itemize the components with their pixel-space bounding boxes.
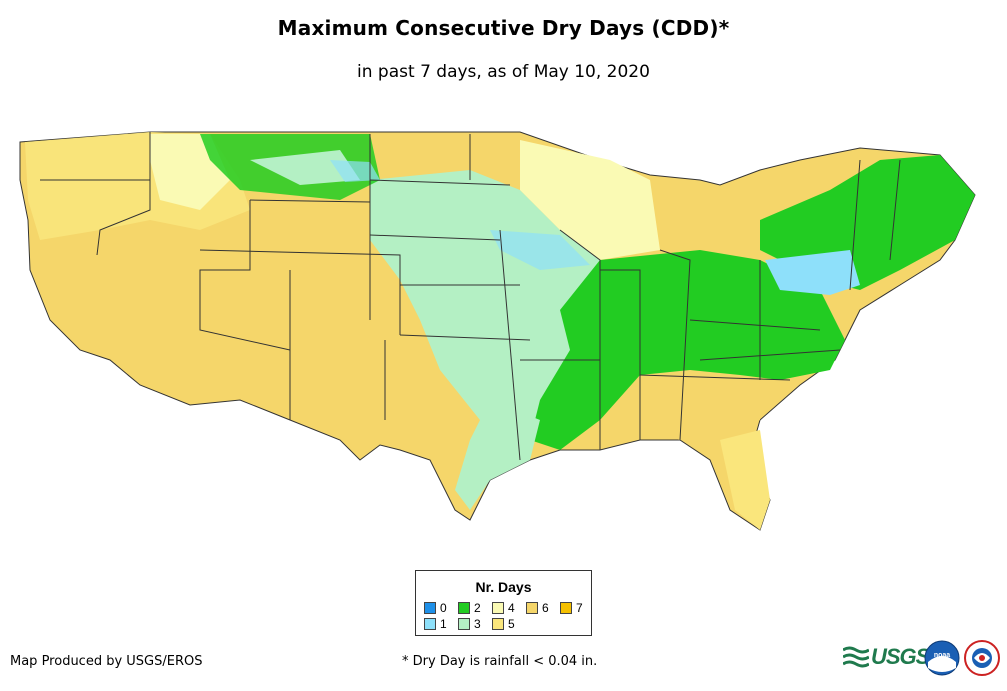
legend-swatch	[492, 602, 504, 614]
region-montana-light	[250, 150, 360, 185]
legend-label: 0	[440, 601, 447, 615]
region-upper-midwest	[520, 140, 660, 260]
legend-item-2: 2	[458, 601, 481, 615]
region-florida	[720, 430, 770, 530]
cdd-map	[19, 131, 976, 531]
legend-item-0: 0	[424, 601, 447, 615]
usgs-wordmark: USGS	[871, 644, 930, 669]
map-credit: Map Produced by USGS/EROS	[10, 654, 203, 669]
legend-item-6: 6	[526, 601, 549, 615]
state-borders	[40, 132, 901, 461]
usgs-wave-icon	[843, 646, 869, 668]
legend-swatch	[424, 618, 436, 630]
legend-swatch	[492, 618, 504, 630]
legend-label: 2	[474, 601, 481, 615]
legend-label: 5	[508, 617, 515, 631]
legend-label: 6	[542, 601, 549, 615]
legend-swatch	[526, 602, 538, 614]
map-title: Maximum Consecutive Dry Days (CDD)*	[277, 16, 730, 40]
region-southeast-2	[530, 250, 845, 450]
legend-item-7: 7	[560, 601, 583, 615]
region-pennsylvania-1	[765, 250, 860, 295]
legend-swatch	[458, 602, 470, 614]
legend-swatch	[458, 618, 470, 630]
dry-day-footnote: * Dry Day is rainfall < 0.04 in.	[402, 654, 598, 669]
legend-label: 7	[576, 601, 583, 615]
region-texas-coast	[455, 400, 540, 510]
legend-swatch	[424, 602, 436, 614]
legend-label: 3	[474, 617, 481, 631]
noaa-logo-icon: noaa	[924, 640, 960, 676]
legend-item-4: 4	[492, 601, 515, 615]
usgs-logo: USGS	[843, 642, 930, 672]
noaa-logo-text: noaa	[934, 652, 950, 659]
map-subtitle: in past 7 days, as of May 10, 2020	[357, 62, 650, 82]
region-georgia-dry	[640, 375, 760, 440]
legend-item-1: 1	[424, 617, 447, 631]
nws-logo-icon	[964, 640, 1000, 676]
legend: Nr. Days 0 1 2 3 4 5 6 7	[415, 570, 592, 636]
legend-item-5: 5	[492, 617, 515, 631]
region-nebraska-1	[490, 230, 590, 270]
region-dakota-1	[330, 160, 380, 182]
legend-item-3: 3	[458, 617, 481, 631]
legend-swatch	[560, 602, 572, 614]
legend-label: 1	[440, 617, 447, 631]
legend-title: Nr. Days	[475, 579, 532, 595]
legend-label: 4	[508, 601, 515, 615]
